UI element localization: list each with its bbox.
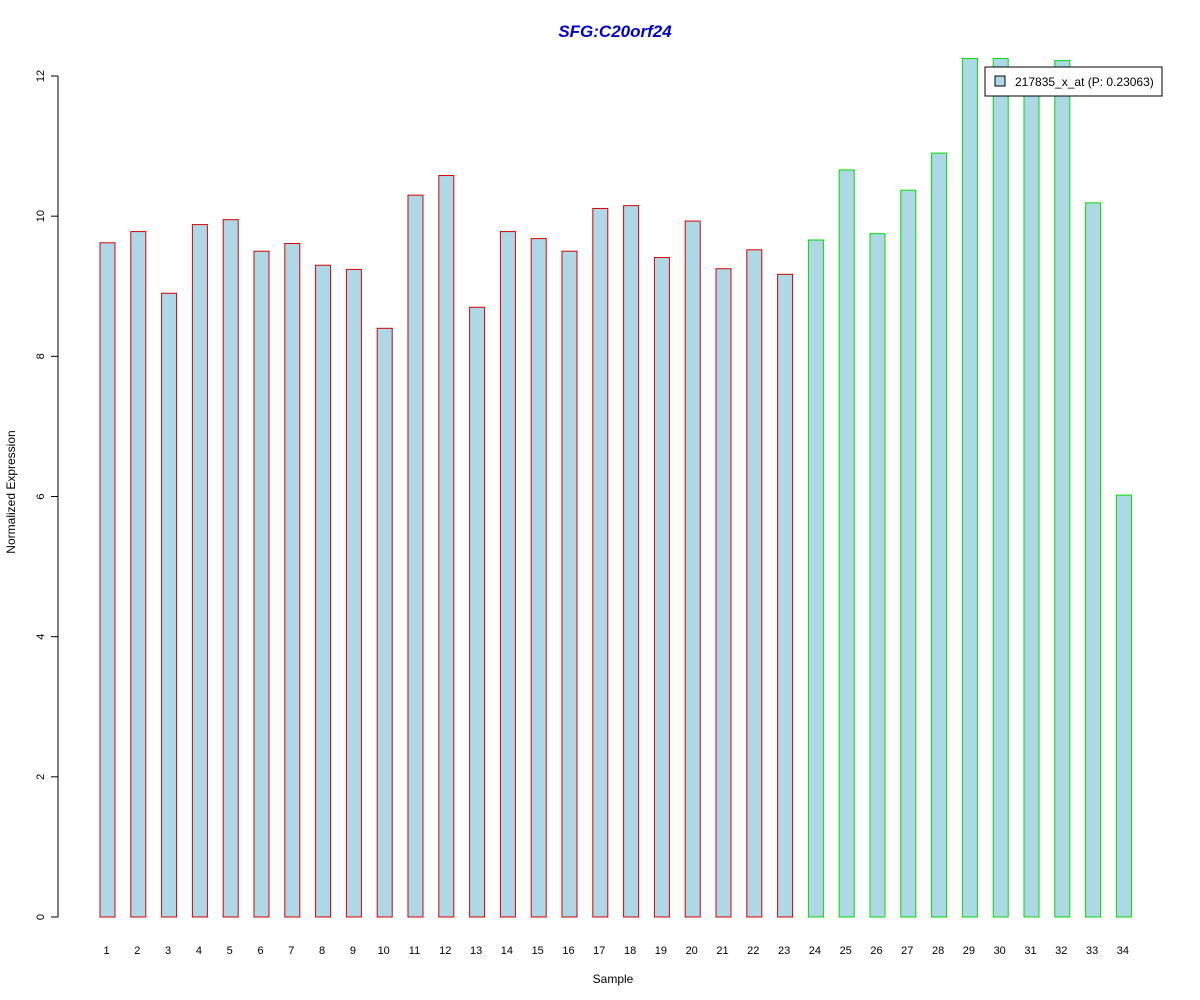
legend: 217835_x_at (P: 0.23063) — [984, 66, 1163, 97]
x-tick-label: 8 — [319, 945, 325, 957]
bar-sample-20 — [684, 220, 701, 918]
bar-sample-14 — [499, 231, 516, 918]
bar-sample-26 — [869, 233, 886, 918]
bar-sample-12 — [438, 175, 455, 918]
bar-sample-22 — [746, 249, 763, 918]
bar-sample-1 — [99, 242, 116, 918]
x-tick-label: 15 — [532, 945, 544, 957]
bar-sample-29 — [961, 57, 978, 918]
bar-sample-23 — [777, 273, 794, 918]
x-tick-label: 2 — [134, 945, 140, 957]
x-tick-label: 22 — [747, 945, 759, 957]
x-tick-label: 31 — [1024, 945, 1036, 957]
x-tick-label: 4 — [196, 945, 202, 957]
y-tick-label: 0 — [35, 914, 47, 920]
bar-sample-17 — [592, 207, 609, 918]
y-tick-label: 2 — [35, 774, 47, 780]
bar-sample-4 — [191, 224, 208, 918]
y-axis-label: Normalized Expression — [4, 430, 18, 553]
x-tick-label: 13 — [470, 945, 482, 957]
x-tick-label: 3 — [165, 945, 171, 957]
bar-sample-11 — [407, 194, 424, 918]
x-tick-label: 20 — [686, 945, 698, 957]
x-tick-label: 10 — [378, 945, 390, 957]
x-tick-label: 5 — [227, 945, 233, 957]
bar-sample-18 — [623, 205, 640, 918]
bar-sample-9 — [345, 268, 362, 918]
bar-sample-10 — [376, 327, 393, 918]
x-tick-label: 24 — [809, 945, 821, 957]
x-tick-label: 23 — [778, 945, 790, 957]
x-tick-label: 29 — [963, 945, 975, 957]
y-tick-label: 4 — [35, 634, 47, 640]
bar-sample-6 — [253, 250, 270, 918]
bar-sample-24 — [807, 239, 824, 918]
x-tick-label: 11 — [409, 945, 420, 957]
bar-sample-3 — [161, 292, 178, 918]
bar-sample-25 — [838, 169, 855, 918]
bar-sample-16 — [561, 250, 578, 918]
y-tick-label: 8 — [35, 353, 47, 359]
legend-label: 217835_x_at (P: 0.23063) — [1015, 75, 1154, 89]
x-tick-label: 34 — [1117, 945, 1129, 957]
bar-sample-34 — [1115, 494, 1132, 918]
bar-sample-33 — [1085, 202, 1102, 918]
bar-sample-8 — [315, 264, 332, 918]
bars — [99, 57, 1132, 918]
bar-sample-5 — [222, 219, 239, 918]
bar-sample-32 — [1054, 60, 1071, 918]
y-axis: 0 2 4 6 8 10 12 — [35, 70, 59, 920]
y-tick-label: 12 — [35, 70, 47, 82]
x-tick-label: 1 — [103, 945, 109, 957]
bar-sample-28 — [931, 152, 948, 918]
x-tick-label: 19 — [655, 945, 667, 957]
legend-swatch — [994, 75, 1006, 87]
bar-sample-7 — [284, 242, 301, 918]
x-tick-label: 18 — [624, 945, 636, 957]
x-tick-labels: 1 2 3 4 5 6 7 8 9 10 11 12 13 14 15 16 17 18 19 20 21 22 23 24 2… — [103, 945, 1129, 957]
x-tick-label: 16 — [562, 945, 574, 957]
x-tick-label: 26 — [870, 945, 882, 957]
bar-sample-2 — [130, 231, 147, 918]
bar-sample-31 — [1023, 89, 1040, 918]
x-tick-label: 27 — [901, 945, 913, 957]
x-axis-label: Sample — [593, 972, 634, 986]
x-tick-label: 7 — [288, 945, 294, 957]
x-tick-label: 14 — [501, 945, 513, 957]
chart-title: SFG:C20orf24 — [558, 22, 672, 41]
x-tick-label: 17 — [593, 945, 605, 957]
bar-sample-21 — [715, 268, 732, 918]
x-tick-label: 12 — [439, 945, 451, 957]
bar-sample-19 — [653, 257, 670, 918]
x-tick-label: 32 — [1055, 945, 1067, 957]
y-tick-label: 10 — [35, 210, 47, 222]
bar-sample-15 — [530, 238, 547, 918]
x-tick-label: 25 — [840, 945, 852, 957]
x-tick-label: 33 — [1086, 945, 1098, 957]
bar-sample-27 — [900, 189, 917, 918]
x-tick-label: 30 — [994, 945, 1006, 957]
bar-sample-30 — [992, 57, 1009, 918]
x-tick-label: 6 — [257, 945, 263, 957]
y-tick-label: 6 — [35, 493, 47, 499]
bar-sample-13 — [469, 306, 486, 918]
legend-box — [984, 66, 1163, 97]
x-tick-label: 21 — [716, 945, 728, 957]
x-tick-label: 9 — [350, 945, 356, 957]
x-tick-label: 28 — [932, 945, 944, 957]
